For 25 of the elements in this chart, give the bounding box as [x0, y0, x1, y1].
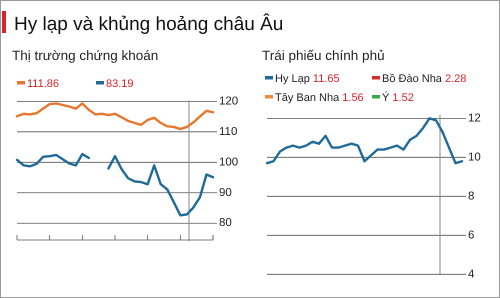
y-tick-label: 90 — [219, 186, 232, 199]
line-series — [16, 102, 214, 130]
text: 1.56 — [342, 92, 364, 104]
legend-label: Ý — [382, 91, 392, 104]
y-tick-label: 120 — [219, 95, 238, 108]
text: 2.28 — [445, 73, 466, 85]
y-tick-label: 10 — [468, 151, 481, 164]
text: 111.86 — [27, 78, 60, 90]
text: 11.65 — [312, 73, 340, 85]
y-tick-label: 110 — [219, 126, 238, 138]
y-tick-label: 12 — [468, 112, 481, 124]
legend-label: Bồ Đào Nha — [382, 73, 445, 85]
chart-title: Hy lạp và khủng hoảng châu Âu — [14, 13, 284, 35]
chart-subtitle: Trái phiếu chính phủ — [262, 48, 385, 63]
text: 83.19 — [106, 78, 134, 90]
y-tick-label: 80 — [219, 217, 232, 230]
y-tick-label: 100 — [219, 156, 238, 168]
y-tick-label: 6 — [468, 229, 474, 242]
legend-label: Tây Ban Nha — [275, 92, 342, 104]
line-series — [266, 117, 464, 164]
y-tick-label: 4 — [468, 268, 475, 280]
chart-subtitle: Thị trường chứng khoán — [12, 48, 158, 63]
legend-label: Hy Lạp — [275, 73, 313, 85]
y-tick-label: 8 — [468, 190, 474, 202]
text: 1.52 — [392, 92, 414, 104]
